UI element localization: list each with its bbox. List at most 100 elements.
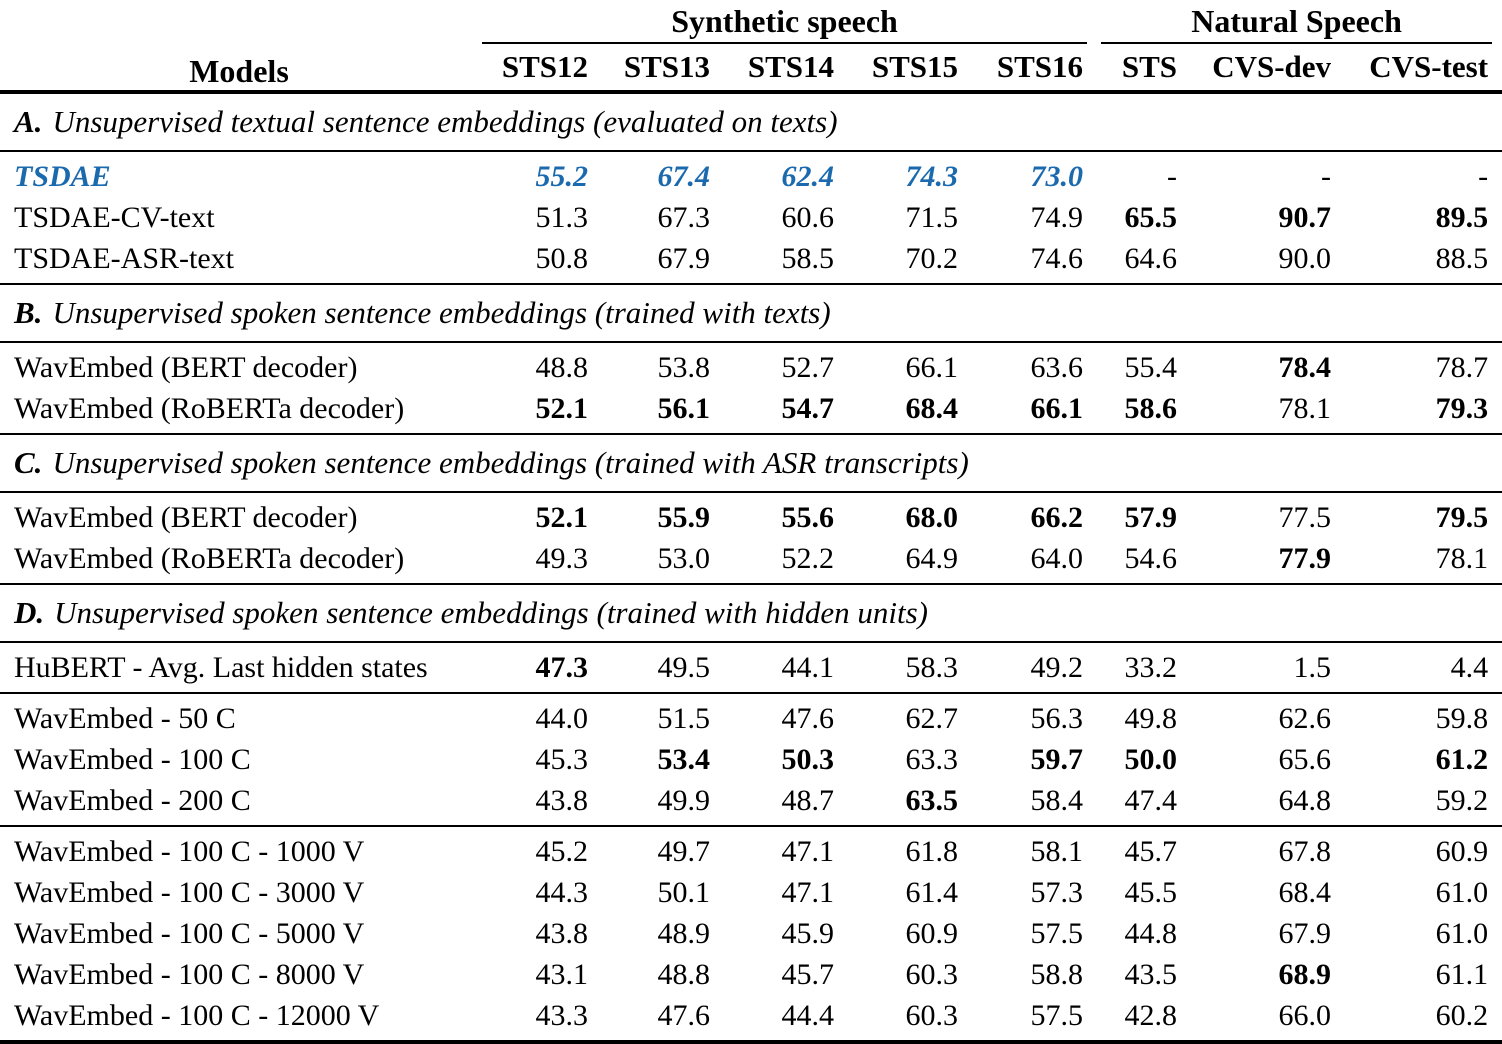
score-cell: 49.2 bbox=[1030, 651, 1084, 684]
section-title-cell: C. Unsupervised spoken sentence embedding… bbox=[0, 434, 1502, 492]
score-cell: - bbox=[1167, 160, 1178, 193]
score-cell: 49.9 bbox=[657, 784, 711, 817]
score-cell: 59.7 bbox=[1030, 743, 1084, 776]
section-title-row: A. Unsupervised textual sentence embeddin… bbox=[0, 92, 1502, 151]
model-name-cell: WavEmbed - 50 C bbox=[14, 702, 236, 735]
section-title-row: B. Unsupervised spoken sentence embedding… bbox=[0, 284, 1502, 342]
model-name-cell: WavEmbed - 100 C - 12000 V bbox=[14, 999, 380, 1032]
table-row: WavEmbed - 100 C - 12000 V 43.3 47.6 44.4 60… bbox=[0, 995, 1502, 1043]
column-header-sts13: STS13 bbox=[623, 49, 710, 84]
score-cell: 55.4 bbox=[1124, 351, 1178, 384]
section-prefix: D. bbox=[14, 595, 45, 630]
score-cell: 50.3 bbox=[781, 743, 835, 776]
table-row: TSDAE-ASR-text 50.8 67.9 58.5 70.2 74.6 64.6 90… bbox=[0, 238, 1502, 284]
score-cell: 57.5 bbox=[1030, 999, 1084, 1032]
score-cell: 74.9 bbox=[1030, 201, 1084, 234]
score-cell: 45.3 bbox=[535, 743, 589, 776]
score-cell: 78.1 bbox=[1435, 542, 1489, 575]
score-cell: 50.1 bbox=[657, 876, 711, 909]
score-cell: 67.3 bbox=[657, 201, 711, 234]
table-row: WavEmbed - 100 C - 8000 V 43.1 48.8 45.7 60.… bbox=[0, 954, 1502, 995]
table-header: Models Synthetic speech Natural Speech S… bbox=[0, 0, 1502, 92]
score-cell: 66.1 bbox=[905, 351, 959, 384]
score-cell: 65.6 bbox=[1278, 743, 1332, 776]
score-cell: 49.3 bbox=[535, 542, 589, 575]
score-cell: 66.0 bbox=[1278, 999, 1332, 1032]
score-cell: 45.5 bbox=[1124, 876, 1178, 909]
score-cell: 78.7 bbox=[1435, 351, 1489, 384]
score-cell: 58.3 bbox=[905, 651, 959, 684]
score-cell: 61.1 bbox=[1435, 958, 1489, 991]
score-cell: 68.0 bbox=[905, 501, 959, 534]
score-cell: 66.1 bbox=[1030, 392, 1084, 425]
score-cell: 63.5 bbox=[905, 784, 959, 817]
score-cell: 64.0 bbox=[1030, 542, 1084, 575]
score-cell: 62.7 bbox=[905, 702, 959, 735]
model-name-cell: HuBERT - Avg. Last hidden states bbox=[14, 651, 428, 684]
score-cell: 64.6 bbox=[1124, 242, 1178, 275]
score-cell: 48.7 bbox=[781, 784, 835, 817]
score-cell: 56.3 bbox=[1030, 702, 1084, 735]
group-header-natural-speech: Natural Speech bbox=[1097, 0, 1502, 44]
row-group: WavEmbed (BERT decoder) 52.1 55.9 55.6 68.0 6… bbox=[0, 492, 1502, 584]
score-cell: 52.2 bbox=[781, 542, 835, 575]
score-cell: 61.8 bbox=[905, 835, 959, 868]
score-cell: 33.2 bbox=[1124, 651, 1178, 684]
score-cell: 64.9 bbox=[905, 542, 959, 575]
models-column-header: Models bbox=[189, 53, 289, 89]
score-cell: 60.9 bbox=[1435, 835, 1489, 868]
score-cell: 78.1 bbox=[1278, 392, 1332, 425]
score-cell: 66.2 bbox=[1030, 501, 1084, 534]
score-cell: 49.8 bbox=[1124, 702, 1178, 735]
row-group: TSDAE 55.2 67.4 62.4 74.3 73.0 - - - TSDAE-CV-tex… bbox=[0, 151, 1502, 284]
score-cell: 43.5 bbox=[1124, 958, 1178, 991]
section-title: Unsupervised spoken sentence embeddings … bbox=[54, 595, 928, 630]
score-cell: 63.6 bbox=[1030, 351, 1084, 384]
group-header-natural-speech-label: Natural Speech bbox=[1101, 4, 1493, 44]
score-cell: 61.0 bbox=[1435, 917, 1489, 950]
section-title-body: C. Unsupervised spoken sentence embedding… bbox=[0, 434, 1502, 492]
section-prefix: B. bbox=[14, 295, 43, 330]
score-cell: 52.1 bbox=[535, 392, 589, 425]
score-cell: 89.5 bbox=[1435, 201, 1489, 234]
score-cell: 54.7 bbox=[781, 392, 835, 425]
group-header-synthetic-speech: Synthetic speech bbox=[478, 0, 1097, 44]
score-cell: 61.0 bbox=[1435, 876, 1489, 909]
score-cell: 58.5 bbox=[781, 242, 835, 275]
table-row: WavEmbed - 100 C - 1000 V 45.2 49.7 47.1 61.… bbox=[0, 826, 1502, 872]
score-cell: 44.4 bbox=[781, 999, 835, 1032]
model-name-cell: WavEmbed - 100 C - 8000 V bbox=[14, 958, 365, 991]
score-cell: 45.7 bbox=[781, 958, 835, 991]
score-cell: 79.3 bbox=[1435, 392, 1489, 425]
score-cell: 43.8 bbox=[535, 784, 589, 817]
table-row: WavEmbed - 50 C 44.0 51.5 47.6 62.7 56.3 49.8 6… bbox=[0, 693, 1502, 739]
table-row: WavEmbed - 100 C - 3000 V 44.3 50.1 47.1 61.… bbox=[0, 872, 1502, 913]
score-cell: 67.9 bbox=[657, 242, 711, 275]
table-row: WavEmbed (BERT decoder) 52.1 55.9 55.6 68.0 6… bbox=[0, 492, 1502, 538]
score-cell: 57.5 bbox=[1030, 917, 1084, 950]
score-cell: 47.1 bbox=[781, 876, 835, 909]
model-name-cell: WavEmbed (RoBERTa decoder) bbox=[14, 392, 405, 425]
table-row: HuBERT - Avg. Last hidden states 47.3 49.5… bbox=[0, 642, 1502, 693]
model-name-cell: WavEmbed (BERT decoder) bbox=[14, 501, 358, 534]
score-cell: 62.4 bbox=[781, 160, 835, 193]
score-cell: 44.3 bbox=[535, 876, 589, 909]
table-row: WavEmbed (RoBERTa decoder) 49.3 53.0 52.2 64… bbox=[0, 538, 1502, 584]
score-cell: 42.8 bbox=[1124, 999, 1178, 1032]
group-header-synthetic-speech-label: Synthetic speech bbox=[482, 4, 1088, 44]
table-row: TSDAE-CV-text 51.3 67.3 60.6 71.5 74.9 65.5 90.… bbox=[0, 197, 1502, 238]
section-title-row: C. Unsupervised spoken sentence embedding… bbox=[0, 434, 1502, 492]
score-cell: 73.0 bbox=[1030, 160, 1084, 193]
score-cell: 43.3 bbox=[535, 999, 589, 1032]
row-group: WavEmbed - 100 C - 1000 V 45.2 49.7 47.1 61.… bbox=[0, 826, 1502, 1043]
score-cell: 61.4 bbox=[905, 876, 959, 909]
score-cell: 68.9 bbox=[1278, 958, 1332, 991]
score-cell: 54.6 bbox=[1124, 542, 1178, 575]
score-cell: 52.7 bbox=[781, 351, 835, 384]
score-cell: 4.4 bbox=[1450, 651, 1489, 684]
score-cell: 51.3 bbox=[535, 201, 589, 234]
section-title: Unsupervised textual sentence embeddings… bbox=[52, 104, 838, 139]
model-name-cell: TSDAE-ASR-text bbox=[14, 242, 234, 275]
score-cell: 60.2 bbox=[1435, 999, 1489, 1032]
section-title: Unsupervised spoken sentence embeddings … bbox=[52, 295, 831, 330]
